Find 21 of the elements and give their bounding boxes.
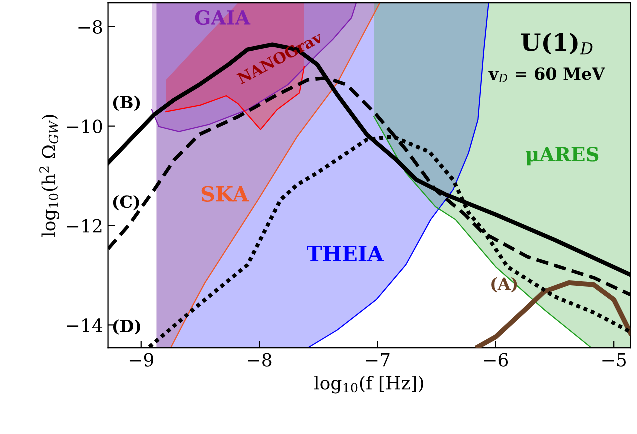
series-label: (D) [113,320,140,335]
series-label: THEIA [307,246,384,262]
x-tick-label: −7 [366,353,390,367]
series-label: (C) [113,195,140,211]
text: GAIA [195,10,251,26]
annotation: v$_{D}$ = 60 MeV [488,68,606,83]
annotation: U(1)$_{D}$ [521,33,593,55]
series-label: SKA [202,186,250,202]
y-tick-label: −12 [67,219,102,233]
series-label: (B) [113,96,140,112]
x-axis-title: log$_{10}$(f [Hz]) [314,376,424,394]
x-tick-label: −9 [130,353,154,367]
x-tick-label: −6 [484,353,508,367]
text: μARES [526,147,599,166]
x-tick-label: −5 [602,353,626,367]
x-tick-label: −8 [248,353,272,367]
y-axis-title: log$_{10}$(h$^{2}$ Ω$_{GW}$) [40,115,60,237]
y-tick-label: −14 [67,318,103,332]
y-tick-label: −8 [78,20,102,34]
y-tick-label: −10 [67,120,102,134]
series-label: (A) [492,277,518,293]
